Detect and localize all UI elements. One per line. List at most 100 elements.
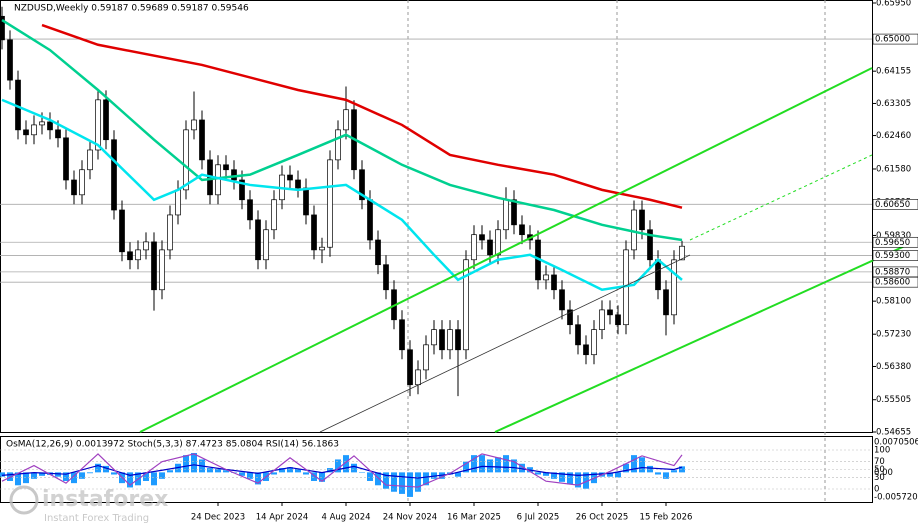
candle-body — [463, 259, 469, 351]
osma-bar — [639, 457, 645, 473]
osma-bar — [183, 455, 189, 473]
candle-body — [479, 234, 485, 241]
y-tick-label: 0.57230 — [876, 330, 911, 340]
osma-bar — [375, 472, 381, 486]
osma-bar — [559, 472, 565, 482]
osc-tick-label: 30 — [874, 473, 885, 483]
candle-body — [375, 239, 381, 266]
osma-bar — [143, 472, 149, 481]
osma-bar — [303, 472, 309, 475]
candle-body — [671, 259, 677, 316]
watermark: instaforex Instant Forex Trading — [9, 485, 168, 524]
osma-bar — [295, 468, 301, 473]
candle-body — [191, 119, 197, 131]
osma-bar — [511, 459, 517, 473]
osma-bar — [535, 472, 541, 475]
osma-bar — [63, 472, 69, 481]
osma-bar — [223, 470, 229, 473]
candle-body — [367, 199, 373, 241]
osma-bar — [415, 472, 421, 492]
level-label: 0.59650 — [875, 238, 910, 248]
candle-body — [287, 174, 293, 181]
y-tick-label: 0.58100 — [876, 297, 911, 307]
candle-body — [431, 329, 437, 346]
candle-body — [71, 179, 77, 196]
osc-tick-label: 70 — [874, 457, 885, 467]
y-tick-label: 0.62460 — [876, 131, 911, 141]
main-panel — [0, 0, 873, 433]
tagline: Instant Forex Trading — [44, 513, 149, 524]
x-tick-label: 15 Feb 2026 — [640, 513, 693, 523]
candle-body — [423, 344, 429, 371]
osc-tick-label: 0 — [874, 485, 879, 495]
x-tick-label: 14 Apr 2024 — [256, 513, 309, 523]
channel-lower — [494, 239, 918, 433]
osma-bar — [279, 468, 285, 473]
candle-body — [487, 239, 493, 256]
candle-body — [135, 249, 141, 261]
level-label: 0.58600 — [875, 278, 910, 288]
candle-body — [79, 169, 85, 196]
osma-bar — [319, 472, 325, 482]
osma-bar — [111, 472, 117, 475]
candle-body — [519, 224, 525, 236]
x-tick-label: 24 Nov 2024 — [383, 513, 437, 523]
candle-body — [559, 289, 565, 311]
osma-bar — [327, 468, 333, 473]
osma-bar — [543, 472, 549, 476]
candle-body — [215, 164, 221, 196]
osma-bar — [127, 472, 133, 488]
candle-body — [543, 274, 549, 281]
candle-body — [47, 121, 53, 131]
candle-body — [455, 329, 461, 351]
candle-body — [231, 169, 237, 181]
candle-body — [31, 124, 37, 136]
candle-body — [503, 199, 509, 231]
candle-body — [87, 149, 93, 171]
candle-body — [7, 39, 13, 81]
level-label: 0.59300 — [875, 251, 910, 261]
candle-body — [495, 229, 501, 256]
candle-body — [615, 314, 621, 326]
candle-body — [255, 219, 261, 261]
oscillator-line — [1, 453, 683, 488]
oscillators — [0, 449, 872, 497]
candle-body — [271, 199, 277, 231]
osma-bar — [0, 472, 5, 477]
osma-bar — [463, 461, 469, 473]
level-box — [872, 276, 918, 288]
osma-bar — [95, 463, 101, 473]
osma-bar — [271, 472, 277, 475]
logo-icon — [9, 485, 39, 515]
osma-bar — [679, 466, 685, 473]
candle-body — [447, 329, 453, 351]
level-box — [872, 33, 918, 45]
y-tick-label: 0.54655 — [876, 428, 911, 438]
osma-bar — [495, 457, 501, 473]
osma-bar — [615, 472, 621, 478]
y-tick-label: 0.65950 — [876, 0, 911, 9]
candle-body — [359, 169, 365, 201]
level-label: 0.60650 — [875, 200, 910, 210]
osma-bar — [583, 472, 589, 489]
candle-body — [263, 229, 269, 261]
y-tick-label: 0.56380 — [876, 362, 911, 372]
osma-bar — [487, 459, 493, 473]
oscillator-line — [1, 464, 683, 479]
candle-body — [583, 344, 589, 356]
indicator-header: OsMA(12,26,9) 0.0013972 Stoch(5,3,3) 87.… — [6, 440, 339, 450]
level-box — [872, 199, 918, 210]
osma-bar — [503, 455, 509, 473]
x-tick-label: 6 Jul 2025 — [517, 513, 560, 523]
candle-body — [631, 209, 637, 251]
osc-tick-label: 50 — [874, 465, 885, 475]
moving-average — [41, 23, 683, 209]
candle-body — [295, 179, 301, 189]
candle-body — [63, 137, 69, 181]
osma-bar — [87, 472, 93, 474]
candle-body — [247, 199, 253, 221]
osma-bar — [575, 472, 581, 488]
osma-bar — [255, 472, 261, 485]
y-tick-label: 0.55505 — [876, 395, 911, 405]
